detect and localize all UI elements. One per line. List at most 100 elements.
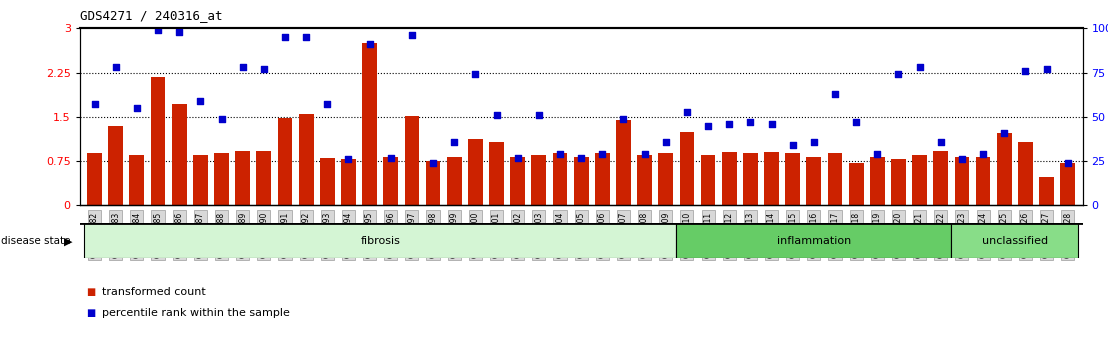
Bar xyxy=(933,151,948,205)
Bar xyxy=(679,132,695,205)
Point xyxy=(636,151,654,157)
Bar xyxy=(84,223,676,258)
Bar xyxy=(511,157,525,205)
Point xyxy=(1038,66,1056,72)
Bar xyxy=(130,155,144,205)
Point xyxy=(276,34,294,40)
Point xyxy=(594,151,612,157)
Point xyxy=(806,139,823,144)
Bar xyxy=(489,142,504,205)
Point xyxy=(911,64,929,70)
Text: GDS4271 / 240316_at: GDS4271 / 240316_at xyxy=(80,9,223,22)
Point xyxy=(403,33,421,38)
Bar xyxy=(912,155,927,205)
Point xyxy=(573,155,591,160)
Text: transformed count: transformed count xyxy=(102,287,206,297)
Point xyxy=(615,116,633,121)
Point xyxy=(255,66,273,72)
Point xyxy=(1059,160,1077,166)
Point xyxy=(953,156,971,162)
Point xyxy=(890,72,907,77)
Bar xyxy=(595,153,609,205)
Point xyxy=(466,72,484,77)
Point xyxy=(995,130,1013,136)
Point xyxy=(551,151,568,157)
Bar xyxy=(976,157,991,205)
Bar xyxy=(468,139,483,205)
Point xyxy=(932,139,950,144)
Bar xyxy=(151,77,165,205)
Point xyxy=(530,112,547,118)
Point xyxy=(657,139,675,144)
Bar xyxy=(828,153,842,205)
Text: ▶: ▶ xyxy=(64,236,73,246)
Point xyxy=(720,121,738,127)
Bar xyxy=(786,153,800,205)
Bar xyxy=(954,157,970,205)
Point xyxy=(318,102,336,107)
Point xyxy=(150,27,167,33)
Bar xyxy=(1039,177,1054,205)
Bar xyxy=(952,223,1078,258)
Bar xyxy=(383,157,398,205)
Bar xyxy=(193,155,208,205)
Point xyxy=(678,109,696,114)
Point xyxy=(741,119,759,125)
Text: unclassified: unclassified xyxy=(982,236,1048,246)
Text: percentile rank within the sample: percentile rank within the sample xyxy=(102,308,290,318)
Point xyxy=(382,155,400,160)
Point xyxy=(297,34,315,40)
Point xyxy=(339,156,357,162)
Point xyxy=(827,91,844,97)
Point xyxy=(488,112,505,118)
Bar xyxy=(637,155,652,205)
Bar xyxy=(997,133,1012,205)
Point xyxy=(783,142,801,148)
Point xyxy=(213,116,230,121)
Point xyxy=(869,151,886,157)
Point xyxy=(848,119,865,125)
Bar xyxy=(256,151,271,205)
Bar xyxy=(765,152,779,205)
Text: ■: ■ xyxy=(86,308,95,318)
Bar xyxy=(658,153,674,205)
Point xyxy=(171,29,188,35)
Point xyxy=(424,160,442,166)
Bar xyxy=(532,155,546,205)
Bar xyxy=(870,157,884,205)
Point xyxy=(699,123,717,129)
Point xyxy=(1016,68,1034,74)
Bar xyxy=(891,159,906,205)
Bar xyxy=(425,161,441,205)
Bar xyxy=(320,158,335,205)
Point xyxy=(445,139,463,144)
Bar xyxy=(172,104,186,205)
Bar xyxy=(235,151,250,205)
Text: ■: ■ xyxy=(86,287,95,297)
Bar xyxy=(362,43,377,205)
Text: fibrosis: fibrosis xyxy=(360,236,400,246)
Bar xyxy=(849,163,863,205)
Text: disease state: disease state xyxy=(1,236,71,246)
Point xyxy=(762,121,780,127)
Bar xyxy=(676,223,952,258)
Bar xyxy=(447,157,462,205)
Bar xyxy=(616,120,630,205)
Bar xyxy=(404,116,419,205)
Point xyxy=(974,151,992,157)
Bar xyxy=(1018,142,1033,205)
Bar xyxy=(700,155,716,205)
Point xyxy=(85,102,103,107)
Bar xyxy=(88,153,102,205)
Bar xyxy=(553,153,567,205)
Bar xyxy=(214,153,229,205)
Point xyxy=(234,64,252,70)
Point xyxy=(509,155,526,160)
Bar xyxy=(807,157,821,205)
Bar xyxy=(278,118,293,205)
Point xyxy=(361,41,379,47)
Text: inflammation: inflammation xyxy=(777,236,851,246)
Bar xyxy=(109,126,123,205)
Bar xyxy=(299,114,314,205)
Bar xyxy=(341,159,356,205)
